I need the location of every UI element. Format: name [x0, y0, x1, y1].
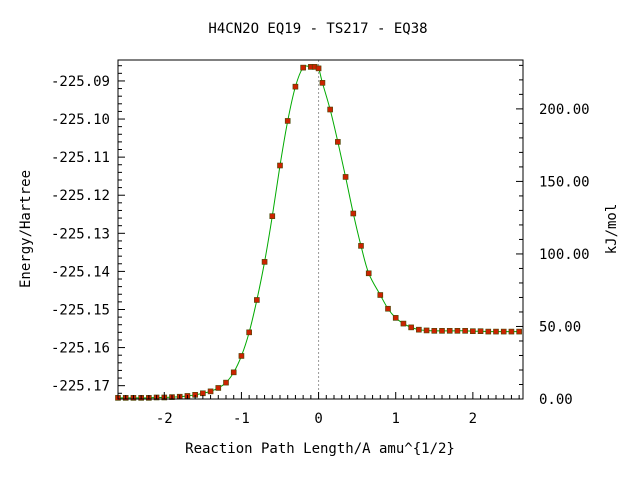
data-point [277, 162, 283, 169]
data-point [477, 328, 484, 335]
y2-tick-label: 150.00 [539, 174, 590, 190]
data-point [493, 328, 499, 335]
data-point [300, 64, 306, 71]
chart-title: H4CN2O EQ19 - TS217 - EQ38 [208, 21, 427, 37]
data-point [446, 328, 453, 334]
data-point [358, 243, 364, 249]
data-point [439, 328, 445, 334]
data-point [342, 174, 349, 180]
data-point [269, 213, 276, 219]
x-tick-label: 0 [314, 411, 322, 427]
data-point [215, 385, 222, 391]
data-point [423, 327, 430, 334]
axes-layer: -225.17 -225.16 -225.15 -225.14 -225.13 -225.… [51, 64, 590, 427]
data-point [431, 328, 438, 334]
y-tick-label: -225.13 [51, 226, 110, 242]
data-point [315, 65, 322, 72]
x-axis-label: Reaction Path Length/A amu^{1/2} [185, 441, 455, 457]
y2-tick-label: 100.00 [539, 247, 590, 263]
y-tick-label: -225.17 [51, 379, 110, 395]
data-point [416, 326, 422, 333]
data-point [500, 328, 507, 335]
data-point [408, 324, 414, 331]
data-point [319, 80, 326, 86]
data-point [462, 328, 468, 334]
data-point [470, 328, 476, 335]
x-tick-label: 1 [391, 411, 399, 427]
y-tick-label: -225.15 [51, 302, 110, 318]
data-point [261, 259, 268, 265]
plot-frame [117, 59, 524, 400]
data-point [377, 292, 384, 298]
y-axis-label: Energy/Hartree [18, 170, 34, 288]
x-tick-label: -1 [233, 411, 250, 427]
y2-tick-label: 200.00 [539, 102, 590, 118]
data-point [254, 297, 260, 303]
y-tick-label: -225.10 [51, 112, 110, 128]
y2-axis-label: kJ/mol [604, 204, 620, 255]
data-point [238, 353, 245, 359]
data-point [392, 315, 399, 321]
data-point [223, 379, 229, 386]
y2-tick-label: 0.00 [539, 392, 573, 408]
data-point [284, 118, 291, 124]
data-point [516, 328, 522, 335]
data-point [508, 328, 515, 335]
y-tick-label: -225.16 [51, 341, 110, 357]
data-point [400, 320, 407, 327]
y-tick-label: -225.11 [51, 150, 110, 166]
data-point [230, 369, 237, 376]
x-tick-label: 2 [469, 411, 477, 427]
data-point [292, 83, 299, 90]
data-point [385, 305, 391, 312]
data-point [207, 388, 214, 395]
data-point [454, 328, 461, 334]
data-point [246, 329, 252, 336]
data-point [335, 139, 341, 145]
data-point [365, 270, 372, 277]
y2-tick-label: 50.00 [539, 319, 581, 335]
x-tick-label: -2 [156, 411, 173, 427]
data-point [485, 328, 492, 335]
y-tick-label: -225.09 [51, 74, 110, 90]
y-tick-label: -225.14 [51, 264, 110, 280]
y-tick-label: -225.12 [51, 188, 110, 204]
data-point [327, 106, 333, 113]
data-point [350, 210, 357, 217]
